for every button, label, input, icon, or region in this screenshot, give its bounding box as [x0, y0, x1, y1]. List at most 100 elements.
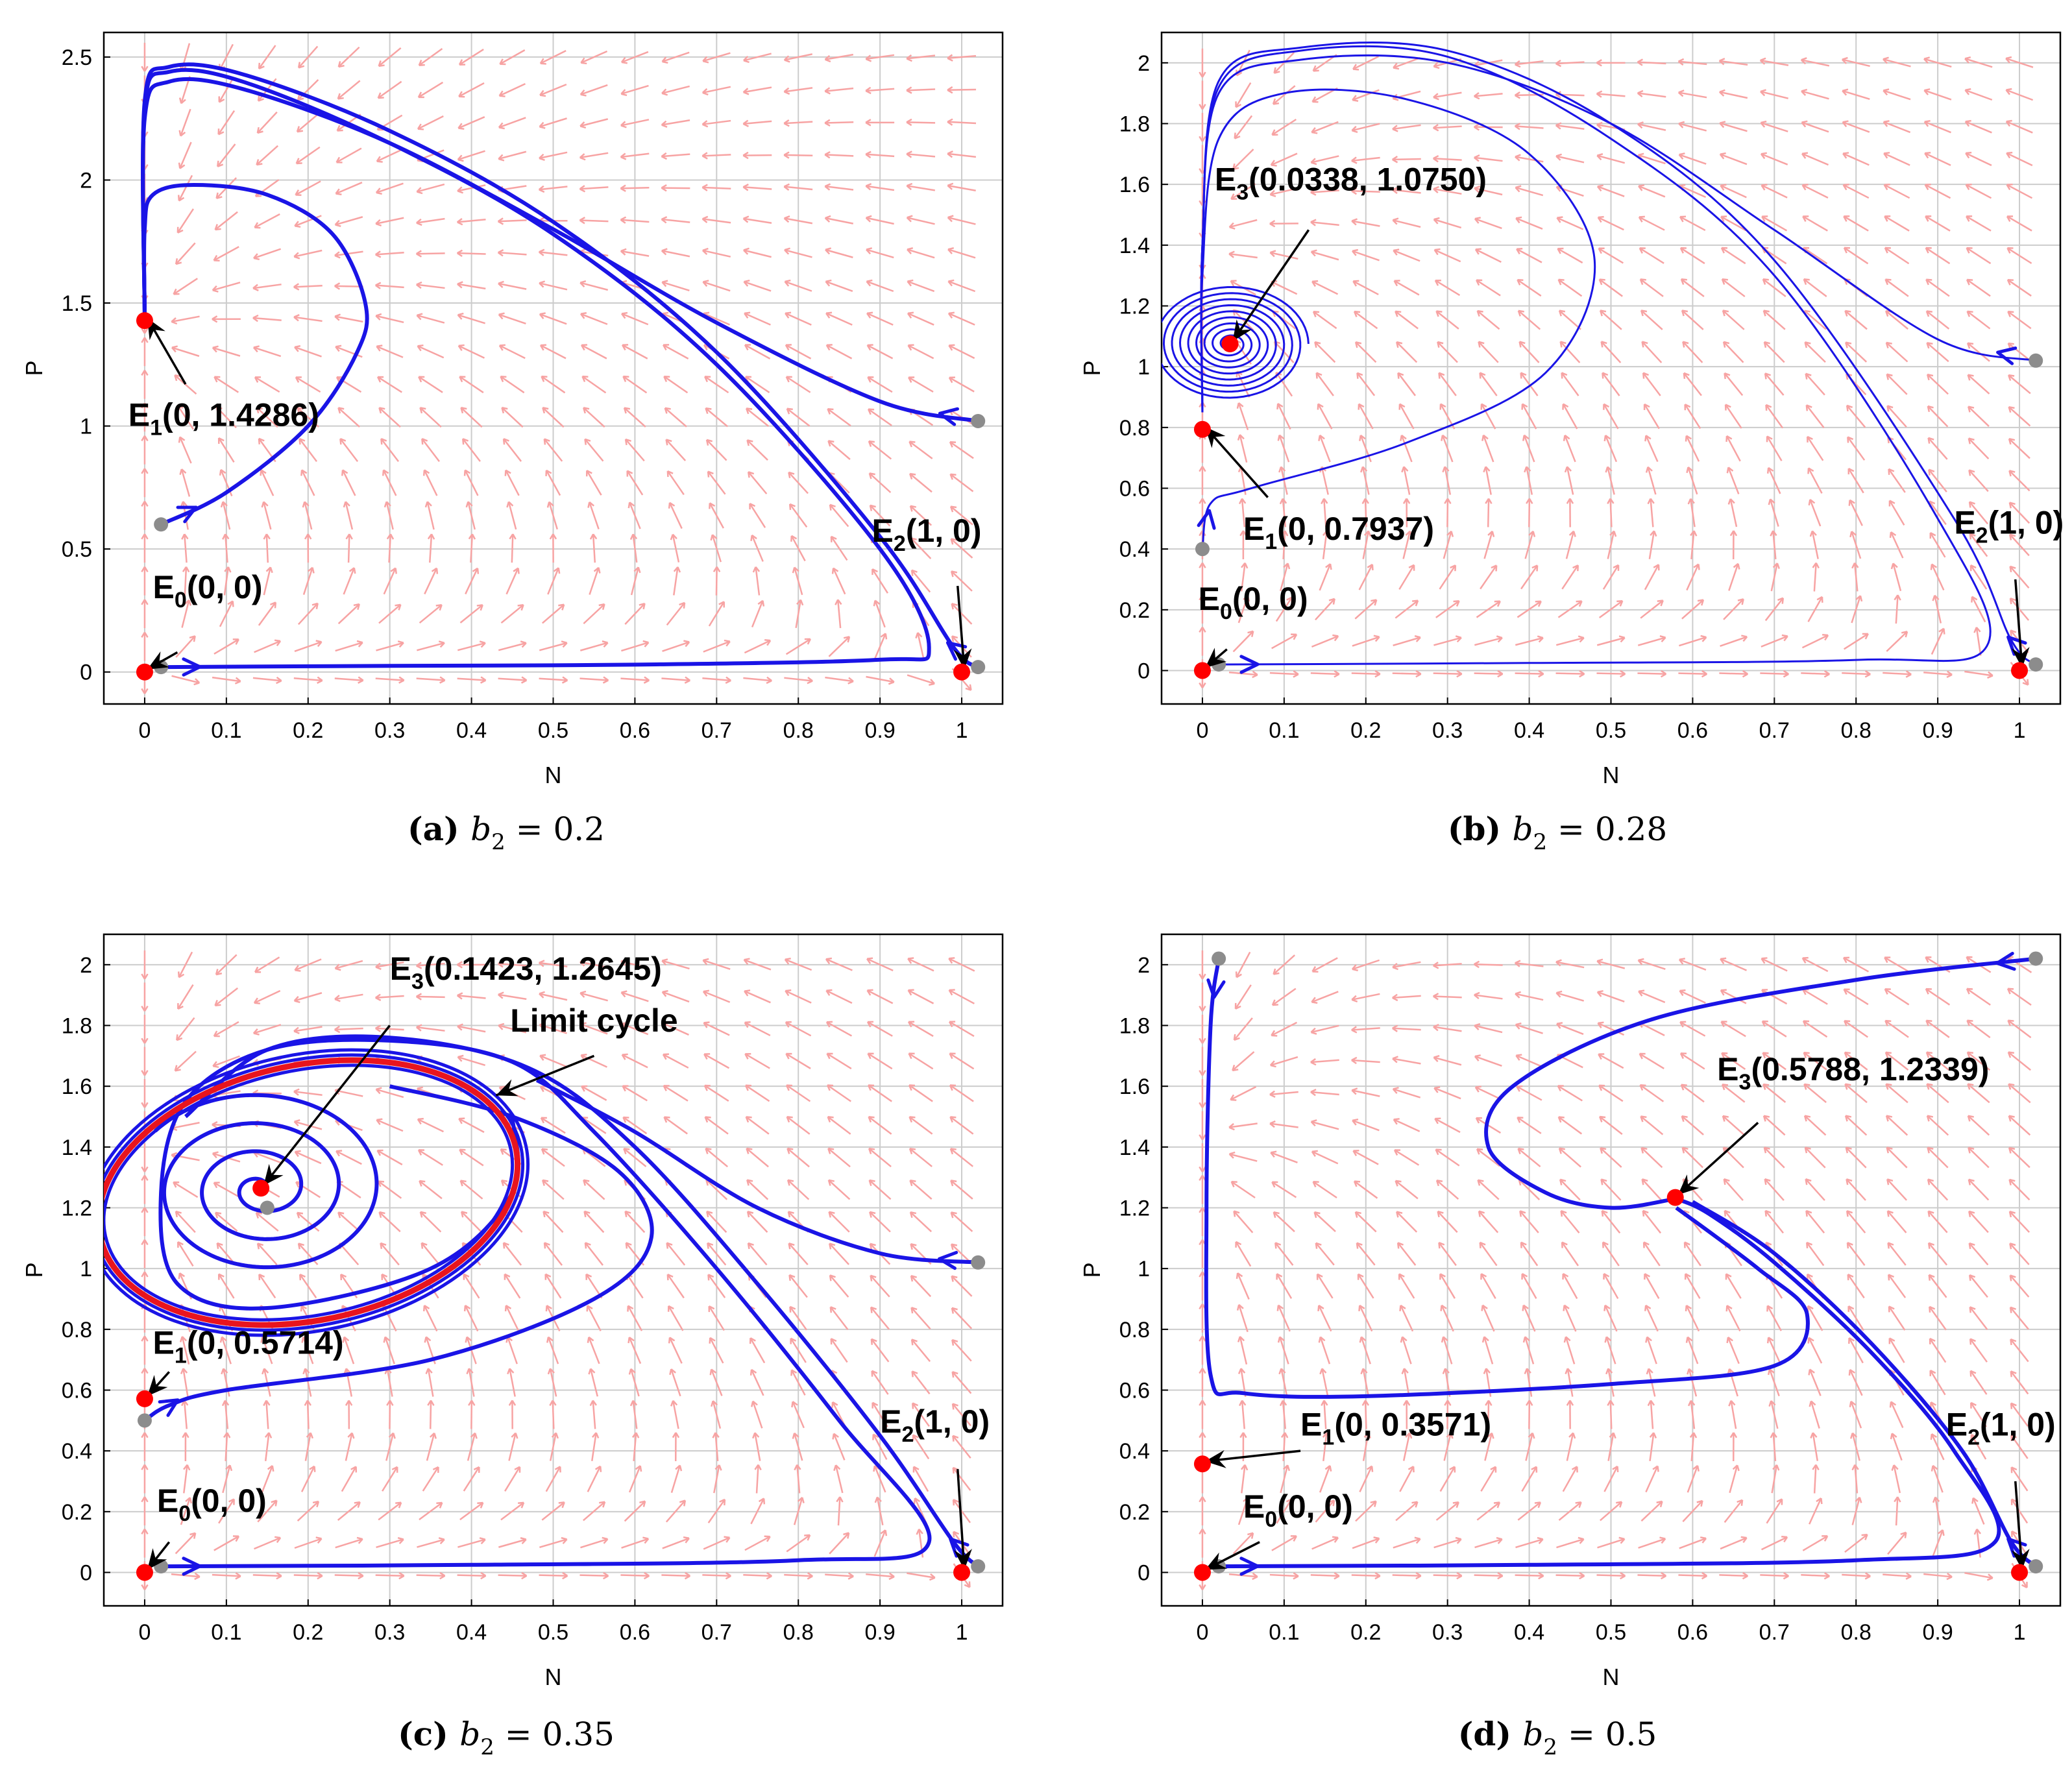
field-arrow	[1851, 531, 1862, 559]
field-arrow	[1968, 1115, 1990, 1136]
field-arrow	[1892, 563, 1902, 592]
field-arrow	[218, 437, 235, 463]
field-arrow	[873, 633, 886, 661]
field-arrowhead	[1683, 1241, 1690, 1248]
field-arrow	[583, 1179, 605, 1200]
field-arrow	[177, 208, 194, 234]
field-arrowhead	[456, 992, 463, 1000]
field-arrowhead	[337, 1211, 345, 1218]
field-arrowhead	[419, 407, 426, 414]
field-arrowhead	[260, 469, 267, 476]
field-arrow	[417, 1538, 445, 1548]
field-arrowhead	[783, 215, 790, 223]
field-arrow	[583, 407, 605, 428]
field-arrowhead	[182, 566, 190, 573]
field-arrowhead	[950, 1243, 958, 1250]
field-arrowhead	[456, 218, 463, 226]
field-arrowhead	[791, 1401, 798, 1408]
field-arrowhead	[376, 345, 383, 352]
field-arrowhead	[627, 1305, 634, 1312]
field-arrowhead	[348, 567, 356, 574]
field-arrow	[336, 1181, 361, 1199]
field-arrowhead	[679, 601, 686, 609]
field-arrowhead	[1726, 1337, 1733, 1344]
field-arrow	[1515, 636, 1544, 646]
field-arrow	[1884, 184, 1910, 199]
field-arrowhead	[1354, 1211, 1361, 1218]
field-arrowhead	[2009, 1243, 2016, 1250]
field-arrowhead	[1269, 219, 1276, 228]
field-arrowhead	[498, 1023, 505, 1030]
field-arrowhead	[1276, 1273, 1283, 1280]
field-arrow	[579, 961, 609, 969]
field-arrow	[1270, 1152, 1298, 1164]
field-arrowhead	[744, 1021, 751, 1028]
field-arrowhead	[504, 1273, 511, 1280]
field-arrowhead	[1367, 563, 1374, 571]
field-arrowhead	[1555, 959, 1562, 967]
field-arrow	[1230, 1085, 1257, 1101]
field-arrowhead	[1884, 1019, 1892, 1026]
field-arrow	[786, 1147, 810, 1168]
field-arrowhead	[539, 121, 546, 129]
field-arrow	[709, 502, 724, 529]
field-arrowhead	[785, 1052, 792, 1060]
field-arrow	[1730, 1400, 1737, 1429]
field-arrowhead	[951, 635, 958, 642]
field-arrow	[1808, 1337, 1823, 1364]
field-arrowhead	[880, 633, 888, 640]
field-arrow	[1969, 1306, 1988, 1331]
field-arrowhead	[746, 1211, 754, 1218]
field-arrowhead	[173, 288, 180, 295]
field-arrow	[1932, 1465, 1944, 1493]
field-arrow	[825, 989, 853, 1004]
field-arrow	[1682, 1500, 1703, 1522]
field-arrow	[375, 284, 404, 289]
field-arrowhead	[219, 468, 226, 476]
field-arrow	[1927, 437, 1948, 460]
field-arrowhead	[182, 1432, 189, 1438]
field-arrow	[837, 1497, 841, 1526]
field-arrow	[304, 1433, 311, 1461]
field-arrowhead	[1718, 89, 1725, 97]
field-arrowhead	[497, 217, 504, 225]
field-arrow	[1934, 1497, 1942, 1525]
field-arrow	[579, 677, 609, 681]
field-arrow	[788, 472, 809, 494]
field-arrow	[462, 438, 481, 462]
field-arrowhead	[1645, 1336, 1652, 1343]
field-arrowhead	[912, 1402, 919, 1409]
panel-d-y-tick-label: 1.6	[1119, 1074, 1150, 1099]
field-arrow	[258, 45, 276, 69]
field-arrowhead	[789, 1305, 796, 1313]
field-arrowhead	[1822, 633, 1829, 641]
field-arrowhead	[642, 640, 650, 648]
field-arrowhead	[1252, 1572, 1258, 1581]
panel-c-caption: (c) b2 = 0.35	[398, 1715, 615, 1760]
field-arrow	[498, 1024, 527, 1034]
field-arrow	[457, 995, 486, 999]
field-arrowhead	[1478, 1210, 1485, 1217]
field-arrowhead	[1886, 1178, 1894, 1185]
field-arrow	[628, 1465, 641, 1493]
field-arrowhead	[1316, 1273, 1323, 1280]
field-arrowhead	[579, 153, 586, 161]
field-arrowhead	[1473, 92, 1480, 100]
field-arrowhead	[807, 677, 813, 685]
field-arrow	[1639, 216, 1665, 231]
field-arrow	[1722, 278, 1746, 298]
field-arrow	[294, 215, 322, 227]
field-arrowhead	[908, 472, 916, 480]
field-arrowhead	[1679, 247, 1687, 254]
field-arrowhead	[342, 1336, 350, 1343]
field-arrow	[1446, 498, 1449, 527]
field-arrowhead	[1718, 58, 1725, 66]
field-arrow	[254, 640, 281, 653]
field-arrowhead	[1770, 1432, 1777, 1438]
field-arrowhead	[1279, 1400, 1287, 1407]
field-arrowhead	[1232, 1064, 1239, 1072]
field-arrowhead	[2007, 310, 2014, 317]
field-arrowhead	[317, 1571, 323, 1580]
field-arrowhead	[1742, 670, 1749, 678]
field-arrow	[1237, 595, 1249, 624]
